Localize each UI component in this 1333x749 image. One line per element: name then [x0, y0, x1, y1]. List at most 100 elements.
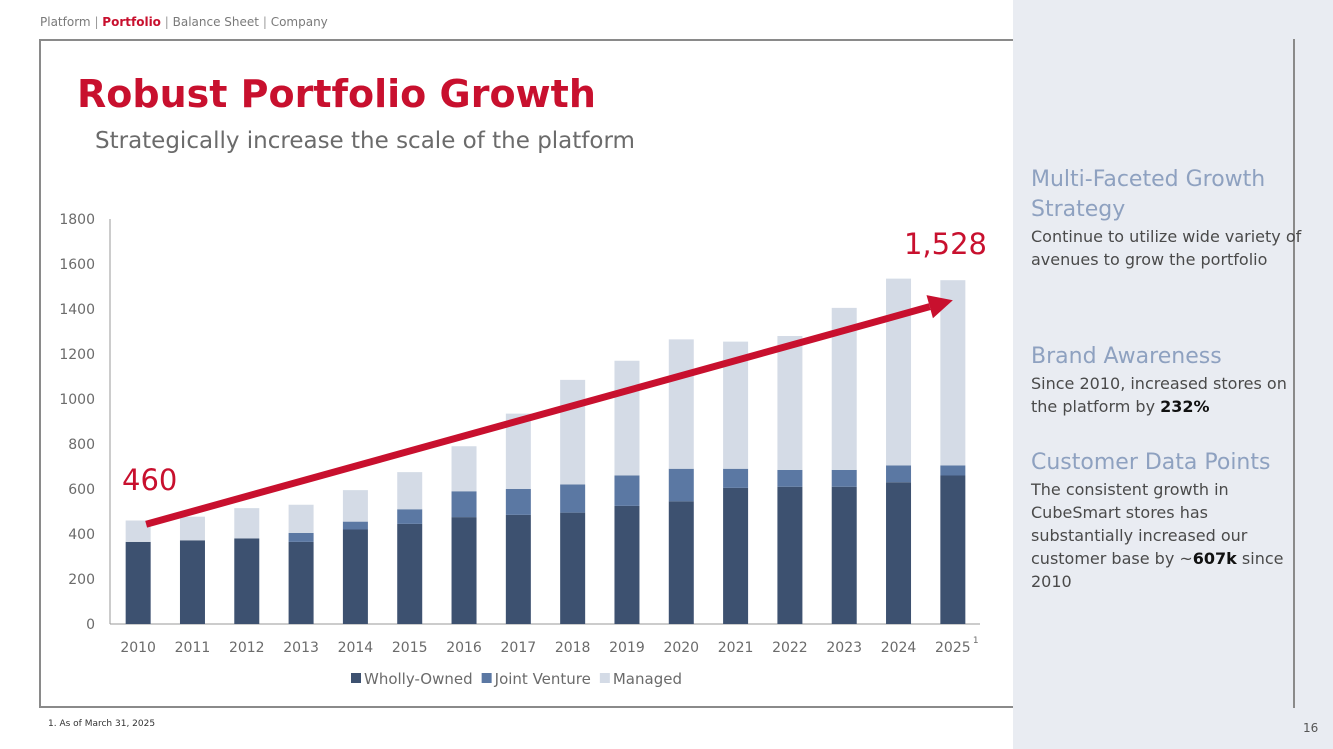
y-tick-label: 0	[86, 617, 95, 633]
breadcrumb-item-balance-sheet[interactable]: Balance Sheet	[172, 15, 259, 29]
x-tick-label: 2013	[283, 640, 319, 656]
x-tick-label: 2022	[772, 640, 808, 656]
breadcrumb-item-platform[interactable]: Platform	[40, 15, 91, 29]
bar-wholly-owned-2013	[288, 541, 314, 624]
panel-heading-growth-strategy: Multi-Faceted Growth Strategy	[1031, 167, 1266, 222]
panel-text-brand-awareness: Since 2010, increased stores on the plat…	[1031, 372, 1311, 418]
bar-wholly-owned-2022	[777, 486, 803, 624]
bar-joint-venture-2019	[614, 475, 640, 506]
start-value-label: 460	[122, 463, 177, 497]
legend-joint-venture-swatch	[481, 673, 492, 683]
panel-block-customer-data: Customer Data Points The consistent grow…	[1031, 448, 1311, 593]
panel-heading-brand-awareness: Brand Awareness	[1031, 344, 1222, 369]
bar-joint-venture-2025	[940, 465, 966, 476]
x-tick-label: 2012	[229, 640, 265, 656]
legend-joint-venture-label: Joint Venture	[494, 670, 591, 688]
bar-managed-2019	[614, 360, 640, 476]
bar-managed-2020	[668, 339, 694, 469]
bar-wholly-owned-2020	[668, 501, 694, 624]
bar-managed-2014	[342, 490, 368, 522]
brand-awareness-text: Since 2010, increased stores on the plat…	[1031, 374, 1287, 416]
panel-block-growth-strategy: Multi-Faceted Growth Strategy Continue t…	[1031, 165, 1311, 271]
bar-managed-2010	[125, 520, 151, 542]
y-tick-label: 1400	[59, 302, 95, 318]
bar-managed-2018	[560, 379, 586, 485]
bar-wholly-owned-2015	[397, 523, 423, 624]
bar-joint-venture-2022	[777, 469, 803, 487]
bar-joint-venture-2020	[668, 468, 694, 502]
bar-joint-venture-2021	[723, 468, 749, 488]
panel-heading-customer-data: Customer Data Points	[1031, 450, 1271, 475]
bar-wholly-owned-2010	[125, 541, 151, 624]
breadcrumb-item-portfolio[interactable]: Portfolio	[102, 15, 161, 29]
y-tick-label: 400	[68, 527, 95, 543]
bar-joint-venture-2016	[451, 491, 477, 518]
bar-managed-2015	[397, 472, 423, 510]
footnote: 1. As of March 31, 2025	[48, 719, 156, 729]
y-tick-label: 600	[68, 482, 95, 498]
bar-wholly-owned-2019	[614, 505, 640, 624]
customer-data-text-end: since 2010	[1031, 549, 1284, 591]
x-tick-label: 2014	[338, 640, 374, 656]
panel-block-brand-awareness: Brand Awareness Since 2010, increased st…	[1031, 342, 1311, 418]
x-tick-label: 2018	[555, 640, 591, 656]
y-tick-label: 1800	[59, 212, 95, 228]
customer-data-stat: 607k	[1192, 549, 1237, 568]
frame-cover	[1013, 37, 1293, 712]
brand-awareness-stat: 232%	[1160, 397, 1210, 416]
bar-managed-2024	[886, 278, 912, 466]
y-tick-label: 1200	[59, 347, 95, 363]
page-title: Robust Portfolio Growth	[77, 72, 596, 116]
bar-managed-2016	[451, 446, 477, 492]
end-value-label: 1,528	[904, 227, 987, 261]
bar-wholly-owned-2014	[342, 529, 368, 624]
x-tick-label: 2015	[392, 640, 428, 656]
y-tick-label: 1000	[59, 392, 95, 408]
content-frame	[39, 39, 1295, 708]
x-tick-label: 2017	[501, 640, 537, 656]
bar-wholly-owned-2016	[451, 517, 477, 624]
x-tick-label: 2010	[120, 640, 156, 656]
legend-wholly-owned-label: Wholly-Owned	[364, 670, 473, 688]
x-tick-label: 2016	[446, 640, 482, 656]
bar-joint-venture-2023	[831, 469, 857, 487]
bar-wholly-owned-2012	[234, 538, 260, 624]
y-tick-label: 200	[68, 572, 95, 588]
trend-arrow-head	[926, 295, 953, 319]
bar-wholly-owned-2017	[505, 514, 531, 624]
bar-joint-venture-2017	[505, 489, 531, 515]
panel-text-customer-data: The consistent growth in CubeSmart store…	[1031, 478, 1311, 593]
bar-wholly-owned-2025	[940, 475, 966, 624]
y-tick-label: 1600	[59, 257, 95, 273]
bar-joint-venture-2013	[288, 532, 314, 542]
bar-managed-2022	[777, 336, 803, 470]
customer-data-text: The consistent growth in CubeSmart store…	[1031, 480, 1248, 568]
x-tick-label: 2020	[663, 640, 699, 656]
x-tick-label: 2011	[175, 640, 211, 656]
bar-managed-2013	[288, 504, 314, 533]
bar-wholly-owned-2024	[886, 482, 912, 624]
bar-managed-2025	[940, 280, 966, 466]
legend-managed-label: Managed	[613, 670, 682, 688]
bar-wholly-owned-2018	[560, 512, 586, 624]
trend-arrow-line	[145, 303, 931, 528]
x-tick-footnote-marker: 1	[973, 636, 979, 646]
x-tick-label: 2025	[935, 640, 971, 656]
breadcrumb-item-company[interactable]: Company	[270, 15, 328, 29]
legend-managed-swatch	[599, 673, 610, 683]
y-tick-label: 800	[68, 437, 95, 453]
x-tick-label: 2023	[826, 640, 862, 656]
x-tick-label: 2024	[881, 640, 917, 656]
x-tick-label: 2019	[609, 640, 645, 656]
portfolio-growth-chart: 0 200 400 600 800 1000 1200 1400 1600 1800 2010 201…	[59, 212, 987, 688]
legend-wholly-owned-swatch	[351, 673, 361, 683]
bar-managed-2011	[179, 516, 205, 541]
bar-wholly-owned-2011	[179, 540, 205, 624]
page-subtitle: Strategically increase the scale of the …	[95, 128, 635, 154]
panel-text-growth-strategy: Continue to utilize wide variety of aven…	[1031, 227, 1302, 269]
x-tick-label: 2021	[718, 640, 754, 656]
bar-wholly-owned-2023	[831, 486, 857, 624]
bar-managed-2012	[234, 508, 260, 539]
page-number: 16	[1303, 721, 1319, 735]
bar-joint-venture-2014	[342, 521, 368, 530]
